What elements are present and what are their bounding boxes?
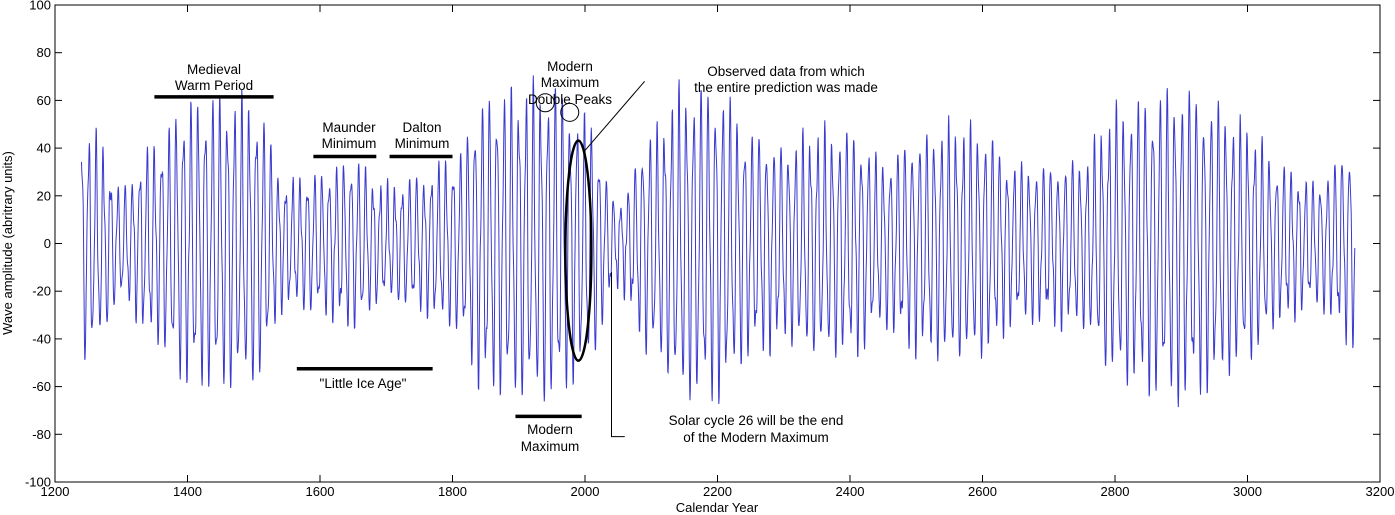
- y-tick-label-1: 80: [37, 45, 51, 60]
- x-tick-label-8: 2800: [1101, 484, 1130, 499]
- double-peak-circle-2: [560, 102, 580, 122]
- observed-data-pointer: [584, 80, 646, 151]
- y-tick-label-4: 20: [37, 188, 51, 203]
- label-double-peaks-3: Double Peaks: [528, 92, 612, 107]
- label-observed-2: the entire prediction was made: [694, 80, 878, 95]
- solar-cycle-pointer: [611, 272, 625, 438]
- x-tick-label-3: 1800: [438, 484, 467, 499]
- y-tick-label-10: -100: [25, 475, 51, 490]
- x-axis-label: Calendar Year: [676, 500, 759, 515]
- x-tick-label-10: 3200: [1366, 484, 1395, 499]
- y-tick-label-5: 0: [44, 236, 51, 251]
- label-observed-1: Observed data from which: [707, 64, 865, 79]
- x-tick-label-7: 2600: [968, 484, 997, 499]
- label-modern-max-2: Maximum: [521, 439, 580, 454]
- x-tick-label-4: 2000: [571, 484, 600, 499]
- label-dalton-1: Dalton: [402, 120, 441, 135]
- y-tick-label-2: 60: [37, 93, 51, 108]
- label-double-peaks-2: Maximum: [541, 75, 600, 90]
- y-tick-labels: 100 80 60 40 20 0 -20 -40 -60 -80 -100: [25, 0, 51, 490]
- y-tick-label-8: -60: [32, 379, 51, 394]
- y-axis-label: Wave amplitude (abritrary units): [0, 151, 15, 335]
- double-peak-circle-1: [535, 93, 555, 113]
- y-tick-label-6: -20: [32, 284, 51, 299]
- axis-ticks: [54, 4, 1381, 483]
- x-tick-label-2: 1600: [306, 484, 335, 499]
- label-medieval-2: Warm Period: [175, 78, 253, 93]
- label-double-peaks-1: Modern: [547, 59, 593, 74]
- x-tick-labels: 1200 1400 1600 1800 2000 2200 2400 2600 2800 3000…: [41, 484, 1395, 499]
- series-line: [81, 75, 1356, 408]
- label-solar-cycle-1: Solar cycle 26 will be the end: [669, 413, 844, 428]
- label-solar-cycle-2: of the Modern Maximum: [683, 430, 829, 445]
- label-dalton-2: Minimum: [395, 136, 450, 151]
- label-medieval-1: Medieval: [187, 62, 241, 77]
- y-tick-label-3: 40: [37, 141, 51, 156]
- x-tick-label-9: 3000: [1233, 484, 1262, 499]
- x-tick-label-1: 1400: [173, 484, 202, 499]
- label-little-ice-age: "Little Ice Age": [320, 376, 407, 391]
- y-tick-label-0: 100: [29, 0, 51, 13]
- label-modern-max-1: Modern: [527, 422, 573, 437]
- x-tick-label-5: 2200: [703, 484, 732, 499]
- y-tick-label-9: -80: [32, 427, 51, 442]
- label-maunder-2: Minimum: [322, 136, 377, 151]
- label-maunder-1: Maunder: [322, 120, 376, 135]
- x-tick-label-6: 2400: [836, 484, 865, 499]
- observed-data-ellipse: [564, 139, 593, 362]
- y-tick-label-7: -40: [32, 331, 51, 346]
- x-tick-label-0: 1200: [41, 484, 70, 499]
